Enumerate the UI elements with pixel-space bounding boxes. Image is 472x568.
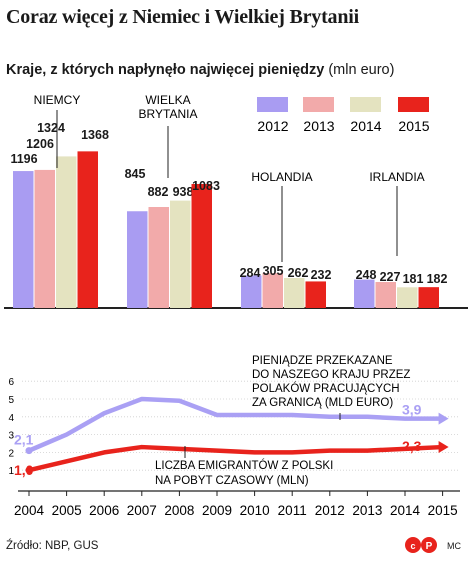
cc-license-icon: c P xyxy=(405,537,437,553)
svg-text:c: c xyxy=(410,541,415,551)
bar xyxy=(170,200,191,308)
bar-value-label: 227 xyxy=(380,270,401,284)
y-tick-label: 4 xyxy=(8,413,14,424)
bar-value-label: 248 xyxy=(356,268,377,282)
series-start-dot xyxy=(25,466,33,474)
category-label: HOLANDIA xyxy=(251,170,312,184)
bar xyxy=(13,171,34,308)
annotation-emigrants: LICZBA EMIGRANTÓW Z POLSKI xyxy=(155,459,333,472)
series-start-dot xyxy=(25,447,33,455)
y-tick-label: 5 xyxy=(8,395,14,406)
x-tick-label: 2011 xyxy=(278,503,307,518)
legend-label-2014: 2014 xyxy=(350,118,381,134)
series-end-label: 3,9 xyxy=(402,402,422,418)
bar-value-label: 232 xyxy=(311,268,332,282)
y-tick-label: 3 xyxy=(8,431,14,442)
bar-value-label: 1196 xyxy=(10,152,37,166)
subtitle-unit: (mln euro) xyxy=(328,62,395,78)
bar xyxy=(241,275,262,308)
category-label-line: BRYTANIA xyxy=(139,107,198,121)
category-label-line: HOLANDIA xyxy=(251,170,312,184)
bar-value-label: 938 xyxy=(173,185,194,199)
bar-value-label: 1083 xyxy=(192,179,220,193)
x-tick-label: 2004 xyxy=(14,503,45,518)
annotation-remittances: POLAKÓW PRACUJĄCYCH xyxy=(252,382,400,395)
legend-swatch-2014 xyxy=(350,97,381,112)
page-title: Coraz więcej z Niemiec i Wielkiej Brytan… xyxy=(6,6,359,28)
y-tick-label: 2 xyxy=(8,448,14,459)
bar-value-label: 284 xyxy=(240,266,261,280)
series-arrowhead xyxy=(438,441,449,454)
x-tick-label: 2006 xyxy=(89,503,119,518)
category-label: WIELKA BRYTANIA xyxy=(139,93,198,121)
category-label: NIEMCY xyxy=(34,93,81,107)
annotation-remittances: PIENIĄDZE PRZEKAZANE xyxy=(252,355,393,367)
bar xyxy=(148,207,169,308)
bar xyxy=(375,282,396,308)
legend-label-2012: 2012 xyxy=(257,118,288,134)
legend-label-2015: 2015 xyxy=(398,118,429,134)
x-tick-label: 2010 xyxy=(240,503,270,518)
x-tick-label: 2013 xyxy=(352,503,382,518)
legend-swatch-2013 xyxy=(303,97,334,112)
series-end-label: 2,3 xyxy=(402,438,422,454)
bar xyxy=(34,169,55,308)
category-label-line: WIELKA xyxy=(145,93,190,107)
bar xyxy=(191,183,212,308)
legend-label-2013: 2013 xyxy=(303,118,334,134)
legend-swatch-2015 xyxy=(398,97,429,112)
svg-text:P: P xyxy=(426,541,433,552)
bar xyxy=(397,287,418,308)
bar-value-label: 182 xyxy=(427,272,448,286)
credit: MC xyxy=(447,541,461,551)
bar xyxy=(77,151,98,308)
series-line-remittances xyxy=(26,396,445,453)
category-label: IRLANDIA xyxy=(369,170,424,184)
bar-value-label: 1324 xyxy=(37,121,65,135)
bar-value-label: 181 xyxy=(403,272,424,286)
subtitle-bold: Kraje, z których napłynęło najwięcej pie… xyxy=(6,62,325,78)
bar xyxy=(127,211,148,308)
bar-value-label: 845 xyxy=(125,167,146,181)
bar xyxy=(354,279,375,308)
category-label-line: IRLANDIA xyxy=(369,170,424,184)
x-tick-label: 2005 xyxy=(52,503,82,518)
bar-value-label: 882 xyxy=(148,185,169,199)
legend-swatch-2012 xyxy=(257,97,288,112)
annotation-remittances: DO NASZEGO KRAJU PRZEZ xyxy=(252,369,410,381)
series-arrowhead xyxy=(438,412,449,425)
bar xyxy=(56,156,77,308)
bar-value-label: 1368 xyxy=(81,128,109,142)
x-tick-label: 2007 xyxy=(127,503,157,518)
bar-value-label: 305 xyxy=(263,264,284,278)
bar xyxy=(418,287,439,308)
y-tick-label: 6 xyxy=(8,377,14,388)
x-tick-label: 2014 xyxy=(390,503,421,518)
annotation-emigrants: NA POBYT CZASOWY (MLN) xyxy=(155,475,309,487)
bar xyxy=(262,273,283,308)
bar-value-label: 262 xyxy=(288,266,309,280)
annotation-remittances: ZA GRANICĄ (MLD EURO) xyxy=(252,397,393,409)
bar-chart-subtitle: Kraje, z których napłynęło najwięcej pie… xyxy=(6,62,394,78)
series-start-label: 2,1 xyxy=(14,432,34,448)
x-tick-label: 2008 xyxy=(164,503,194,518)
x-tick-label: 2012 xyxy=(315,503,345,518)
x-tick-label: 2015 xyxy=(428,503,458,518)
category-label-line: NIEMCY xyxy=(34,93,81,107)
source-note: Źródło: NBP, GUS xyxy=(6,540,99,552)
series-line-emigrants xyxy=(26,444,445,473)
bar xyxy=(284,278,305,308)
series-start-label: 1,0 xyxy=(14,462,34,478)
bar xyxy=(305,281,326,308)
y-tick-label: 1 xyxy=(8,466,14,477)
x-tick-label: 2009 xyxy=(202,503,232,518)
bar-chart: NIEMCY WIELKA BRYTANIA HOLANDIA IRLANDIA 1196… xyxy=(4,93,468,309)
bar-value-label: 1206 xyxy=(26,137,54,151)
